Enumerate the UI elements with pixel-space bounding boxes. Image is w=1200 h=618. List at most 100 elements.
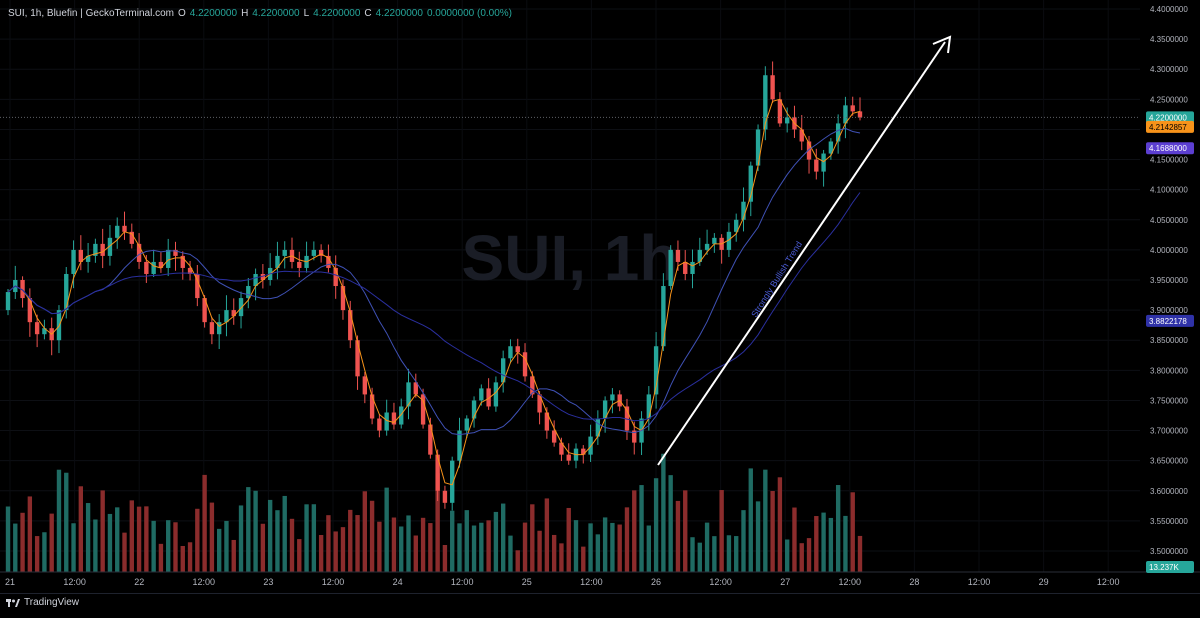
candle-body: [464, 418, 469, 431]
volume-bar: [821, 512, 826, 572]
change-value: 0.0000000 (0.00%): [426, 8, 513, 19]
volume-bar: [763, 469, 768, 572]
volume-bar: [610, 522, 615, 572]
low-label: L: [303, 8, 310, 19]
candle-body: [799, 129, 804, 142]
price-tick-label: 3.8500000: [1150, 336, 1188, 345]
volume-bar: [690, 537, 695, 572]
candle-body: [522, 352, 528, 377]
close-label: C: [364, 8, 372, 19]
volume-bar: [122, 532, 127, 572]
volume-bar: [136, 506, 142, 572]
candle-body: [384, 412, 389, 431]
candle-body: [697, 249, 702, 262]
volume-bar: [42, 532, 47, 572]
volume-bar: [777, 477, 783, 572]
time-tick-label: 26: [651, 577, 661, 587]
volume-bar: [668, 475, 673, 572]
price-tick-label: 4.1000000: [1150, 186, 1188, 195]
volume-bar: [253, 490, 258, 572]
volume-bar: [726, 535, 732, 572]
volume-bar: [464, 510, 469, 572]
volume-bar: [384, 487, 389, 572]
volume-bar: [209, 502, 215, 572]
candle-body: [850, 105, 855, 112]
price-tick-label: 3.7500000: [1150, 396, 1188, 405]
candle-body: [340, 286, 346, 311]
volume-bar: [333, 531, 338, 572]
candle-body: [486, 388, 491, 407]
time-axis[interactable]: 21 12:00 22 12:00 23 12:00 24 12:00 25 12:00 26 12:…: [0, 571, 1200, 587]
volume-bar: [770, 490, 775, 572]
volume-bar: [835, 485, 841, 572]
candle-body: [479, 388, 484, 401]
time-tick-label: 27: [780, 577, 790, 587]
candle-body: [216, 322, 222, 335]
volume-bar: [435, 473, 440, 572]
volume-bar: [428, 523, 433, 572]
volume-bar: [530, 504, 535, 572]
candle-body: [675, 249, 681, 262]
candle-body: [457, 430, 462, 461]
candle-body: [653, 346, 659, 395]
volume-bar: [144, 506, 149, 572]
volume-bar: [420, 517, 426, 572]
volume-bar: [304, 504, 309, 572]
high-value: 4.2200000: [252, 8, 300, 19]
volume-bar: [100, 490, 105, 572]
volume-bar: [551, 534, 557, 572]
volume-bar: [282, 495, 287, 572]
volume-bar: [442, 544, 448, 572]
volume-bar: [180, 545, 185, 572]
candle-body: [595, 418, 601, 437]
tradingview-logo[interactable]: TradingView: [6, 597, 79, 608]
last-price-label: 4.2200000: [1149, 113, 1187, 122]
volume-bar: [500, 503, 506, 572]
candle-body: [755, 129, 761, 166]
volume-bar: [755, 501, 761, 572]
candle-body: [144, 261, 149, 274]
candle-body: [734, 219, 739, 232]
volume-bar: [653, 478, 659, 572]
candle-body: [369, 394, 375, 419]
candle-body: [93, 243, 98, 256]
price-tick-label: 3.9500000: [1150, 276, 1188, 285]
volume-bar: [857, 535, 863, 572]
volume-bar: [741, 510, 746, 572]
candle-body: [566, 454, 571, 461]
candle-body: [151, 261, 156, 274]
symbol-info[interactable]: SUI, 1h, Bluefin | GeckoTerminal.com: [8, 8, 174, 19]
candle-body: [406, 382, 411, 407]
candle-body: [493, 382, 499, 407]
volume-bar: [13, 523, 18, 572]
candle-body: [173, 249, 178, 256]
volume-bar: [311, 504, 317, 572]
volume-bar: [5, 506, 11, 572]
price-axis[interactable]: 4.40000004.35000004.30000004.25000004.20…: [1140, 0, 1200, 593]
price-tick-label: 4.2500000: [1150, 95, 1188, 104]
volume-bar: [748, 468, 753, 572]
volume-bars: [5, 453, 863, 572]
volume-bar: [297, 539, 302, 572]
candle-body: [5, 292, 11, 311]
candle-body: [326, 255, 331, 268]
candle-body: [180, 255, 185, 268]
volume-bar: [850, 492, 855, 572]
ma-slow-line: [7, 192, 861, 422]
volume-bar: [362, 491, 368, 572]
price-tick-label: 3.7000000: [1150, 427, 1188, 436]
volume-bar: [661, 453, 666, 572]
volume-bar: [85, 503, 91, 572]
volume-bar: [391, 517, 397, 572]
time-tick-label: 29: [1039, 577, 1049, 587]
time-tick-label: 21: [5, 577, 15, 587]
volume-bar: [20, 512, 25, 572]
volume-bar: [151, 520, 156, 572]
candle-body: [42, 328, 47, 335]
candle-body: [683, 261, 688, 274]
volume-bar: [275, 510, 280, 572]
volume-bar: [399, 526, 404, 572]
volume-bar: [632, 490, 637, 572]
